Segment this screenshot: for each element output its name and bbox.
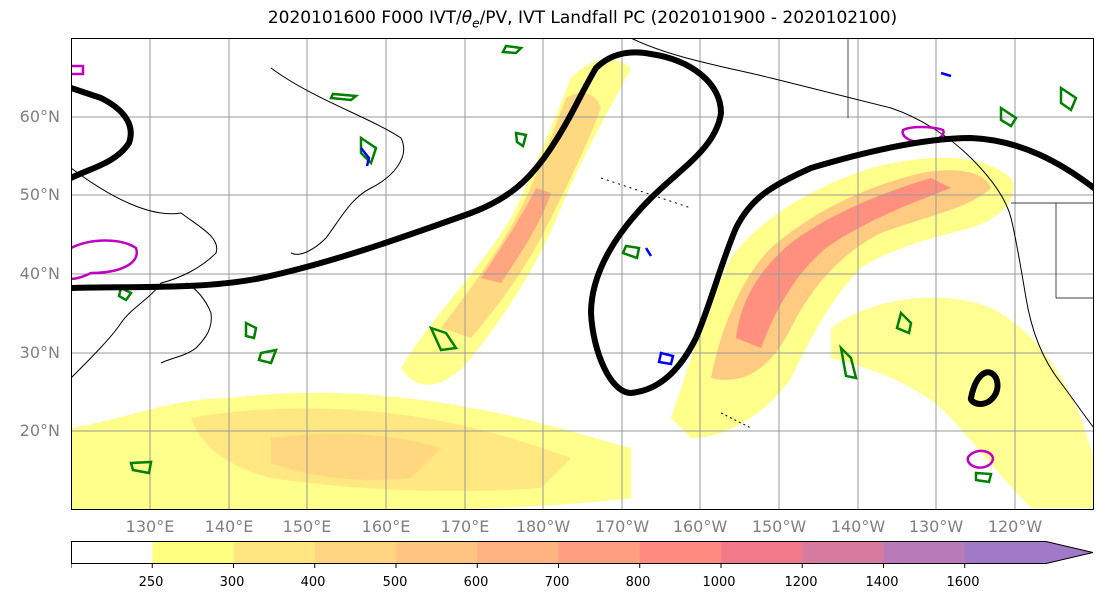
coast-north-america — [970, 157, 1094, 429]
lat-label-40: 40°N — [19, 264, 60, 283]
pc-contour-west — [71, 49, 1094, 397]
lon-label-140e: 140°E — [204, 517, 254, 536]
title-suffix: /PV, IVT Landfall PC (2020101900 - 20201… — [479, 8, 898, 28]
lon-label-170e: 170°E — [440, 517, 490, 536]
graticule — [71, 38, 1094, 510]
lon-label-160e: 160°E — [361, 517, 411, 536]
coast-aleutians — [600, 177, 692, 209]
colorbar — [71, 541, 1094, 568]
map-title: 2020101600 F000 IVT/θe/PV, IVT Landfall … — [0, 8, 1105, 30]
colorbar-extend-arrow — [1045, 541, 1094, 564]
coast-asia — [71, 167, 218, 379]
ivt-ar-west-mid — [441, 92, 601, 338]
colorbar-segment — [883, 541, 966, 564]
theta-e-contours — [117, 44, 1078, 484]
colorbar-segment — [233, 541, 316, 564]
cb-label-400: 400 — [300, 575, 326, 590]
coast-kamchatka — [270, 67, 405, 255]
lon-label-150w: 150°W — [751, 517, 807, 536]
cb-label-1600: 1600 — [946, 575, 980, 590]
lat-label-20: 20°N — [19, 421, 60, 440]
lon-label-160w: 160°W — [672, 517, 728, 536]
cb-label-500: 500 — [382, 575, 408, 590]
landfall-nw-corner — [71, 64, 85, 76]
pc-contour-asia — [71, 85, 134, 181]
colorbar-segment — [477, 541, 559, 564]
lat-label-50: 50°N — [19, 185, 60, 204]
title-sub: e — [472, 16, 480, 31]
cb-label-300: 300 — [219, 575, 245, 590]
coastlines — [71, 38, 1094, 429]
ivt-band-tropical-core — [271, 433, 441, 480]
pv-contours — [360, 71, 952, 366]
ivt-ar-west-core — [481, 188, 551, 283]
cb-label-1000: 1000 — [702, 575, 736, 590]
pc-contour-small-loop — [967, 369, 1001, 408]
colorbar-segment — [721, 541, 803, 564]
colorbar-segments — [71, 541, 1047, 564]
lon-label-130e: 130°E — [125, 517, 175, 536]
coast-alaska — [630, 38, 972, 159]
ivt-arc-east — [831, 297, 1094, 508]
landfall-contours — [71, 64, 995, 469]
lon-label-170w: 170°W — [594, 517, 650, 536]
lon-label-130w: 130°W — [908, 517, 964, 536]
title-prefix: 2020101600 F000 IVT/ — [267, 8, 462, 28]
cb-label-250: 250 — [138, 575, 164, 590]
coast-japan — [160, 282, 212, 364]
landfall-japan — [71, 239, 138, 281]
borders — [847, 38, 1094, 299]
map-canvas — [71, 38, 1094, 510]
colorbar-segment — [802, 541, 884, 564]
colorbar-segment — [558, 541, 641, 564]
colorbar-segment — [71, 541, 153, 564]
lon-label-180w: 180°W — [515, 517, 571, 536]
lon-label-120w: 120°W — [987, 517, 1043, 536]
pc-contours — [71, 49, 1094, 408]
colorbar-segment — [314, 541, 397, 564]
coast-hawaii — [720, 412, 752, 429]
ivt-ar-east-mid — [711, 170, 991, 380]
lon-label-150e: 150°E — [282, 517, 332, 536]
colorbar-segment — [639, 541, 722, 564]
map-frame — [71, 38, 1094, 510]
cb-label-1400: 1400 — [865, 575, 899, 590]
cb-label-800: 800 — [625, 575, 651, 590]
lat-label-60: 60°N — [19, 107, 60, 126]
colorbar-segment — [964, 541, 1047, 564]
cb-label-1200: 1200 — [784, 575, 818, 590]
colorbar-segment — [152, 541, 234, 564]
title-theta: θ — [461, 8, 473, 28]
colorbar-segment — [396, 541, 478, 564]
lon-label-140w: 140°W — [830, 517, 886, 536]
landfall-south — [966, 449, 995, 469]
colorbar-ticks — [71, 563, 966, 568]
cb-label-600: 600 — [463, 575, 489, 590]
cb-label-700: 700 — [544, 575, 570, 590]
lat-label-30: 30°N — [19, 343, 60, 362]
